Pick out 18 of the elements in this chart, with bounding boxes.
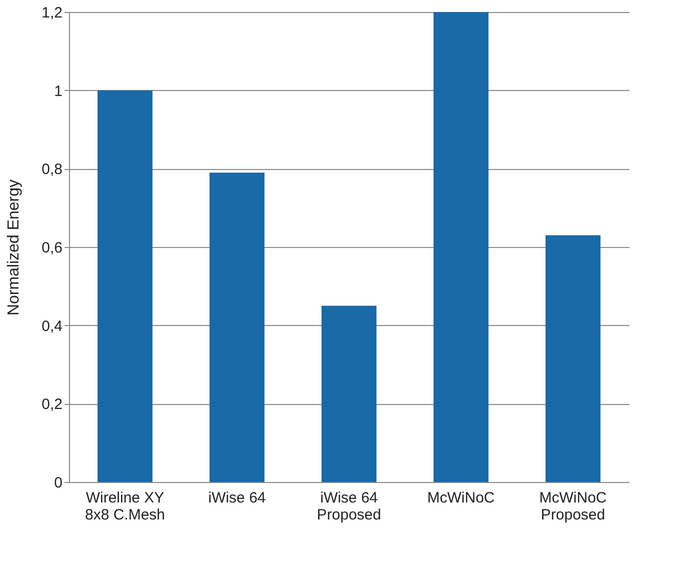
y-tick-label: 0 (54, 474, 62, 492)
x-tick-label: McWiNoC (427, 490, 495, 506)
x-tick-label: McWiNoC Proposed (539, 490, 607, 524)
bar (434, 12, 488, 482)
y-tick-label: 0,2 (42, 396, 62, 414)
x-tick-label: iWise 64 Proposed (316, 490, 382, 524)
bar (322, 306, 376, 482)
y-axis-title: Normalized Energy (6, 179, 23, 316)
y-tick-label: 0,6 (42, 240, 62, 256)
x-tick-label: iWise 64 (208, 490, 266, 506)
y-tick-label: 0,4 (42, 318, 62, 335)
y-tick-label: 1,2 (42, 4, 62, 22)
x-tick-label: Wireline XY 8x8 C.Mesh (84, 490, 166, 524)
y-tick-label: 1 (54, 82, 62, 100)
bar (546, 235, 600, 482)
bar (98, 90, 152, 482)
y-tick-label: 0,8 (42, 161, 62, 178)
bar (210, 172, 264, 482)
